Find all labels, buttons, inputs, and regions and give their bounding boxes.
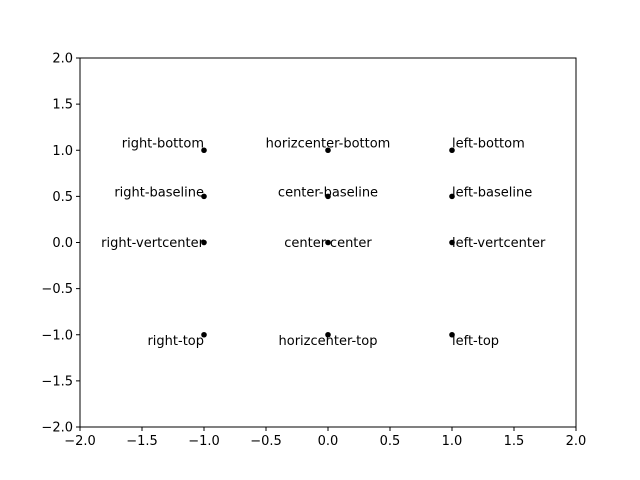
y-tick-label: 1.0 [52, 144, 73, 159]
point-label: right-vertcenter [101, 236, 205, 251]
x-tick-label: 1.5 [504, 434, 525, 449]
point-label: right-baseline [114, 185, 204, 200]
y-axis: −2.0 −1.5 −1.0 −0.5 0.0 0.5 1.0 1.5 2.0 [41, 52, 80, 436]
scatter-point [449, 193, 455, 200]
y-tick-label: −1.5 [41, 374, 73, 389]
scatter-point [325, 193, 331, 200]
x-tick-label: 1.0 [442, 434, 463, 449]
point-label: horizcenter-top [279, 334, 378, 349]
x-tick-label: 2.0 [566, 434, 587, 449]
point-label: left-top [452, 334, 499, 349]
y-tick-label: 1.5 [52, 98, 73, 113]
point-label: right-top [147, 334, 204, 349]
point-label: left-baseline [452, 185, 532, 200]
point-label: center-center [284, 236, 372, 251]
x-tick-label: 0.0 [318, 434, 339, 449]
scatter-point [201, 193, 207, 200]
x-axis: −2.0 −1.5 −1.0 −0.5 0.0 0.5 1.0 1.5 2.0 [64, 427, 586, 449]
scatter-point [201, 239, 207, 246]
point-label: horizcenter-bottom [266, 136, 391, 151]
scatter-point [449, 147, 455, 154]
y-tick-label: −1.0 [41, 328, 73, 343]
point-label: left-bottom [452, 136, 525, 151]
y-tick-label: −0.5 [41, 282, 73, 297]
points-layer [201, 147, 455, 338]
scatter-point [201, 331, 207, 338]
scatter-point [325, 331, 331, 338]
scatter-point [201, 147, 207, 154]
x-tick-label: −1.0 [188, 434, 220, 449]
scatter-point [325, 147, 331, 154]
x-tick-label: 0.5 [380, 434, 401, 449]
scatter-point [449, 331, 455, 338]
labels-layer: right-bottom right-baseline right-vertcent… [101, 136, 546, 349]
x-tick-label: −2.0 [64, 434, 96, 449]
y-tick-label: 0.5 [52, 190, 73, 205]
y-tick-label: 2.0 [52, 52, 73, 67]
scatter-point [325, 239, 331, 246]
point-label: left-vertcenter [452, 236, 546, 251]
x-tick-label: −1.5 [126, 434, 158, 449]
point-label: center-baseline [278, 185, 378, 200]
y-tick-label: 0.0 [52, 236, 73, 251]
scatter-point [449, 239, 455, 246]
point-label: right-bottom [122, 136, 204, 151]
x-tick-label: −0.5 [250, 434, 282, 449]
y-tick-label: −2.0 [41, 421, 73, 436]
